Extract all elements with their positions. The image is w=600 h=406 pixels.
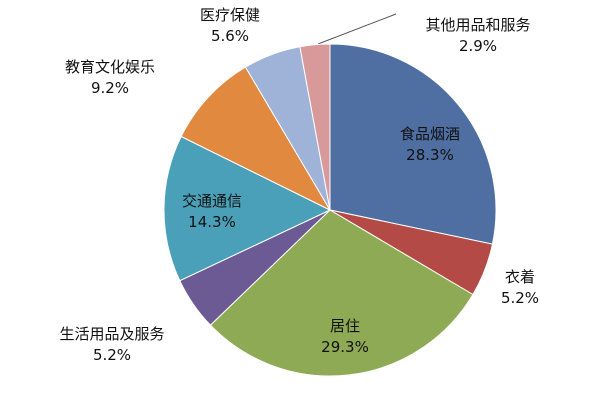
category-label: 交通通信	[181, 192, 242, 210]
category-label: 居住	[329, 317, 360, 335]
value-label: 5.6%	[210, 27, 250, 45]
pie-slice	[209, 209, 474, 377]
value-label: 5.2%	[500, 289, 540, 307]
category-label: 教育文化娱乐	[64, 58, 155, 76]
category-label: 其他用品和服务	[425, 16, 531, 34]
pie-slice	[329, 43, 497, 245]
slice-label: 交通通信 14.3%	[167, 191, 257, 233]
pie-slice	[299, 43, 331, 211]
value-label: 2.9%	[458, 37, 498, 55]
slice-label: 生活用品及服务 5.2%	[47, 324, 177, 366]
pie-slice	[163, 135, 332, 282]
category-label: 生活用品及服务	[59, 325, 165, 343]
category-label: 食品烟酒	[399, 125, 460, 143]
category-label: 医疗保健	[199, 6, 260, 24]
value-label: 5.2%	[92, 346, 132, 364]
leader-line	[317, 13, 397, 45]
slice-label: 医疗保健 5.6%	[185, 5, 275, 47]
slice-label: 其他用品和服务 2.9%	[403, 15, 553, 57]
category-label: 衣着	[504, 268, 535, 286]
value-label: 9.2%	[90, 79, 130, 97]
pie-slice	[180, 66, 332, 212]
slice-label: 教育文化娱乐 9.2%	[35, 57, 185, 99]
value-label: 29.3%	[321, 338, 369, 356]
value-label: 14.3%	[188, 213, 236, 231]
slice-label: 衣着 5.2%	[490, 267, 550, 309]
slice-label: 居住 29.3%	[305, 316, 385, 358]
value-label: 28.3%	[406, 146, 454, 164]
slice-label: 食品烟酒 28.3%	[385, 124, 475, 166]
